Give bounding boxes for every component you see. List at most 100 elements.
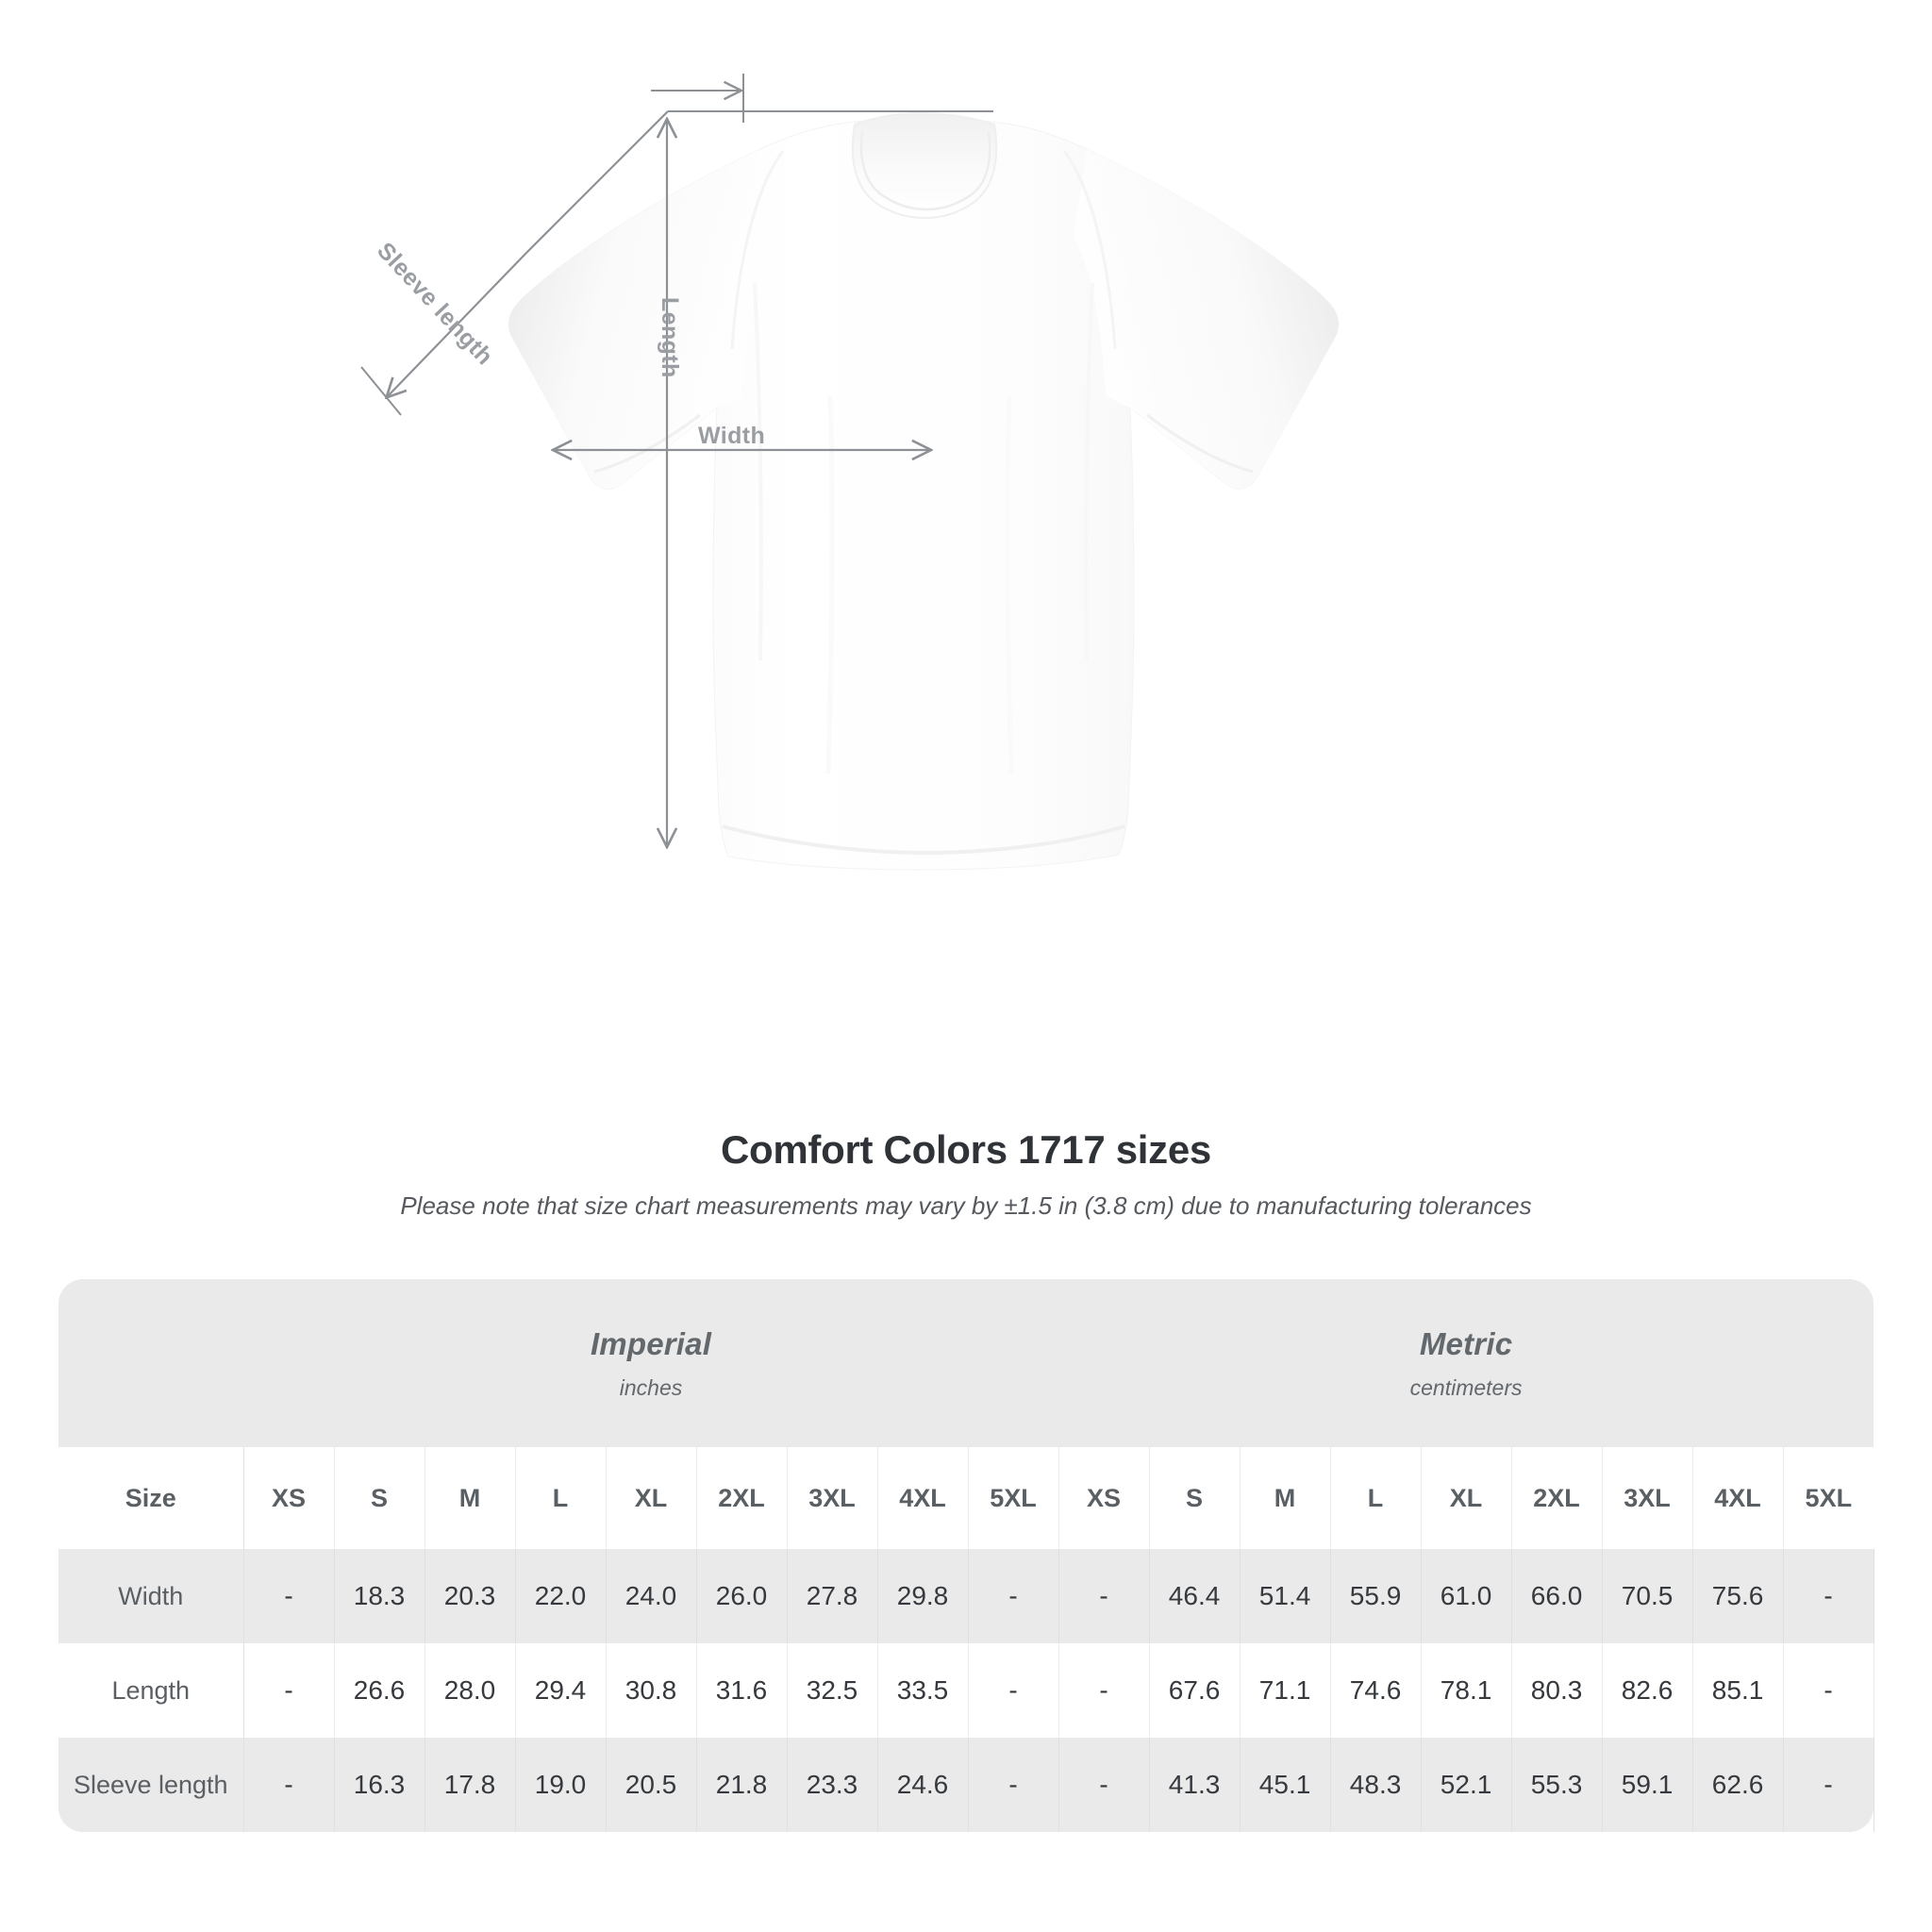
cell-length-metric-s: 67.6	[1149, 1643, 1241, 1738]
cell-length-metric-xs: -	[1058, 1643, 1150, 1738]
cell-width-metric-3xl: 70.5	[1602, 1549, 1693, 1643]
cell-width-metric-m: 51.4	[1240, 1549, 1331, 1643]
cell-length-imperial-3xl: 32.5	[787, 1643, 878, 1738]
cell-sleeve-imperial-3xl: 23.3	[787, 1738, 878, 1832]
cell-sleeve-imperial-xs: -	[243, 1738, 335, 1832]
size-col-imperial-4xl: 4XL	[877, 1447, 969, 1549]
cell-width-imperial-s: 18.3	[334, 1549, 425, 1643]
cell-sleeve-metric-2xl: 55.3	[1511, 1738, 1603, 1832]
page-title: Comfort Colors 1717 sizes	[720, 1127, 1211, 1172]
cell-width-metric-l: 55.9	[1330, 1549, 1422, 1643]
crease-mid-right	[1005, 395, 1014, 774]
right-sleeve	[1074, 149, 1339, 490]
unit-header-imperial: Imperial inches	[243, 1279, 1059, 1447]
table-row: Length - 26.6 28.0 29.4 30.8 31.6 32.5 3…	[58, 1643, 1874, 1738]
cell-sleeve-metric-5xl: -	[1783, 1738, 1874, 1832]
cell-sleeve-imperial-s: 16.3	[334, 1738, 425, 1832]
size-col-imperial-2xl: 2XL	[696, 1447, 788, 1549]
size-chart-table-container: Imperial inches Metric centimeters Size …	[58, 1279, 1874, 1832]
cell-width-imperial-5xl: -	[968, 1549, 1059, 1643]
cell-width-metric-5xl: -	[1783, 1549, 1874, 1643]
garment-shape	[508, 111, 1340, 871]
cell-sleeve-metric-xs: -	[1058, 1738, 1150, 1832]
size-col-imperial-3xl: 3XL	[787, 1447, 878, 1549]
cell-width-metric-xl: 61.0	[1421, 1549, 1512, 1643]
cell-sleeve-metric-s: 41.3	[1149, 1738, 1241, 1832]
sleeve-diag-kink	[525, 218, 561, 254]
cell-length-imperial-4xl: 33.5	[877, 1643, 969, 1738]
cell-length-imperial-5xl: -	[968, 1643, 1059, 1738]
cell-sleeve-imperial-5xl: -	[968, 1738, 1059, 1832]
cell-length-metric-l: 74.6	[1330, 1643, 1422, 1738]
cell-width-imperial-3xl: 27.8	[787, 1549, 878, 1643]
size-col-imperial-5xl: 5XL	[968, 1447, 1059, 1549]
cell-length-imperial-xs: -	[243, 1643, 335, 1738]
cell-length-imperial-l: 29.4	[515, 1643, 607, 1738]
cell-sleeve-imperial-4xl: 24.6	[877, 1738, 969, 1832]
collar-inner-line	[859, 131, 991, 211]
unit-header-metric: Metric centimeters	[1058, 1279, 1874, 1447]
length-label: Length	[657, 297, 683, 378]
unit-name-metric: Metric	[1419, 1325, 1513, 1361]
unit-header-row: Imperial inches Metric centimeters	[58, 1279, 1874, 1447]
cell-length-imperial-m: 28.0	[425, 1643, 516, 1738]
cell-length-metric-3xl: 82.6	[1602, 1643, 1693, 1738]
cell-width-imperial-xl: 24.0	[606, 1549, 697, 1643]
title-block: Comfort Colors 1717 sizes Please note th…	[0, 1127, 1932, 1221]
width-label: Width	[698, 423, 766, 449]
cell-sleeve-imperial-xl: 20.5	[606, 1738, 697, 1832]
table-row: Sleeve length - 16.3 17.8 19.0 20.5 21.8…	[58, 1738, 1874, 1832]
cell-sleeve-metric-3xl: 59.1	[1602, 1738, 1693, 1832]
size-chart-table: Imperial inches Metric centimeters Size …	[58, 1279, 1874, 1832]
size-col-metric-5xl: 5XL	[1783, 1447, 1874, 1549]
size-col-imperial-xl: XL	[606, 1447, 697, 1549]
tshirt-diagram: Sleeve length Length Width	[360, 74, 1340, 871]
size-col-metric-xl: XL	[1421, 1447, 1512, 1549]
size-col-metric-s: S	[1149, 1447, 1241, 1549]
page-subtitle: Please note that size chart measurements…	[400, 1191, 1532, 1220]
size-col-imperial-s: S	[334, 1447, 425, 1549]
tshirt-illustration	[360, 74, 1340, 871]
collar	[851, 111, 998, 219]
unit-header-spacer	[58, 1279, 243, 1447]
cell-sleeve-metric-xl: 52.1	[1421, 1738, 1512, 1832]
cell-length-metric-m: 71.1	[1240, 1643, 1331, 1738]
size-header-row: Size XS S M L XL 2XL 3XL 4XL 5XL XS S M …	[58, 1447, 1874, 1549]
size-col-metric-4xl: 4XL	[1692, 1447, 1784, 1549]
bottom-hem	[722, 824, 1125, 856]
cell-length-imperial-s: 26.6	[334, 1643, 425, 1738]
size-col-metric-l: L	[1330, 1447, 1422, 1549]
cell-length-imperial-xl: 30.8	[606, 1643, 697, 1738]
cell-sleeve-imperial-m: 17.8	[425, 1738, 516, 1832]
size-col-imperial-xs: XS	[243, 1447, 335, 1549]
row-label-length: Length	[58, 1643, 244, 1738]
table-row: Width - 18.3 20.3 22.0 24.0 26.0 27.8 29…	[58, 1549, 1874, 1643]
cell-sleeve-metric-l: 48.3	[1330, 1738, 1422, 1832]
row-label-sleeve-length: Sleeve length	[58, 1738, 244, 1832]
cell-length-metric-5xl: -	[1783, 1643, 1874, 1738]
right-sleeve-hem	[1146, 413, 1254, 474]
cell-width-metric-s: 46.4	[1149, 1549, 1241, 1643]
unit-sub-imperial: inches	[619, 1374, 683, 1400]
size-col-imperial-l: L	[515, 1447, 607, 1549]
size-col-metric-3xl: 3XL	[1602, 1447, 1693, 1549]
cell-width-metric-4xl: 75.6	[1692, 1549, 1784, 1643]
cell-length-metric-xl: 78.1	[1421, 1643, 1512, 1738]
cell-length-metric-2xl: 80.3	[1511, 1643, 1603, 1738]
row-label-width: Width	[58, 1549, 244, 1643]
cell-width-imperial-l: 22.0	[515, 1549, 607, 1643]
cell-width-imperial-2xl: 26.0	[696, 1549, 788, 1643]
sleeve-diag-lower	[388, 252, 527, 396]
size-col-metric-m: M	[1240, 1447, 1331, 1549]
column-header-size: Size	[58, 1447, 244, 1549]
cell-sleeve-imperial-2xl: 21.8	[696, 1738, 788, 1832]
unit-sub-metric: centimeters	[1409, 1374, 1523, 1400]
left-sleeve	[508, 149, 774, 490]
cell-length-metric-4xl: 85.1	[1692, 1643, 1784, 1738]
cell-width-metric-xs: -	[1058, 1549, 1150, 1643]
size-col-metric-xs: XS	[1058, 1447, 1150, 1549]
cell-width-imperial-4xl: 29.8	[877, 1549, 969, 1643]
cell-length-imperial-2xl: 31.6	[696, 1643, 788, 1738]
cell-sleeve-metric-4xl: 62.6	[1692, 1738, 1784, 1832]
cell-width-imperial-xs: -	[243, 1549, 335, 1643]
